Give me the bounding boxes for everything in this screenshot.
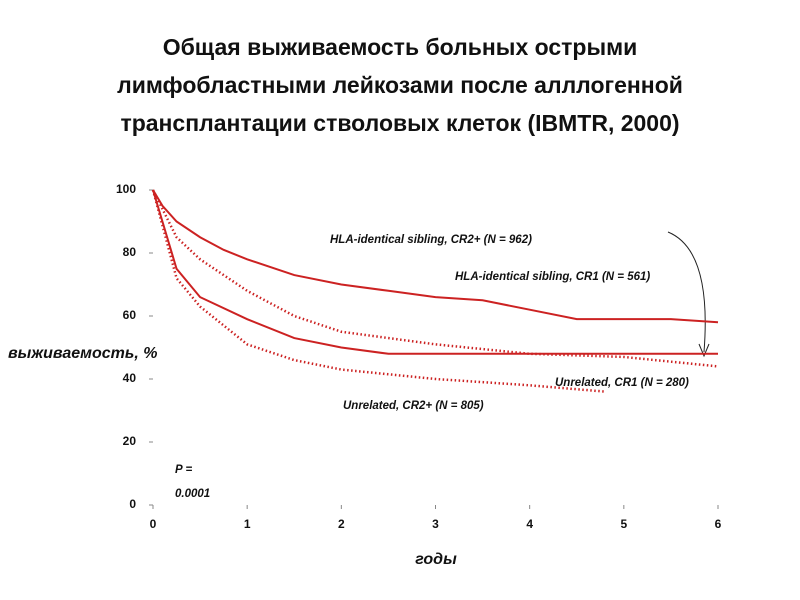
chart-title: Общая выживаемость больных острыми лимфо… xyxy=(117,34,683,136)
y-tick-label: 60 xyxy=(123,308,137,322)
x-axis-label: годы xyxy=(415,551,457,568)
y-tick-label: 40 xyxy=(123,371,137,385)
series-line xyxy=(152,189,719,324)
x-tick-label: 5 xyxy=(620,517,627,531)
x-tick-label: 2 xyxy=(338,517,345,531)
series-line xyxy=(151,189,606,393)
x-tick-label: 3 xyxy=(432,517,439,531)
y-tick-label: 80 xyxy=(123,245,137,259)
y-tick-label: 0 xyxy=(129,497,136,511)
x-tick-label: 0 xyxy=(150,517,157,531)
annotation: 0.0001 xyxy=(175,488,210,500)
x-tick-label: 4 xyxy=(526,517,533,531)
y-tick-label: 100 xyxy=(116,182,136,196)
arrow xyxy=(667,231,706,353)
series-label: HLA-identical sibling, CR1 (N = 561) xyxy=(455,271,650,283)
arrow-head xyxy=(698,343,710,358)
x-tick-label: 6 xyxy=(715,517,722,531)
series-line xyxy=(151,189,719,368)
y-axis-label: выживаемость, % xyxy=(8,345,157,362)
x-tick-label: 1 xyxy=(244,517,251,531)
series-line xyxy=(152,189,718,355)
annotation: P = xyxy=(175,464,192,476)
series-label: HLA-identical sibling, CR2+ (N = 962) xyxy=(330,234,532,246)
y-tick-label: 20 xyxy=(123,434,137,448)
series-label: Unrelated, CR1 (N = 280) xyxy=(555,377,689,389)
series-label: Unrelated, CR2+ (N = 805) xyxy=(343,400,484,412)
